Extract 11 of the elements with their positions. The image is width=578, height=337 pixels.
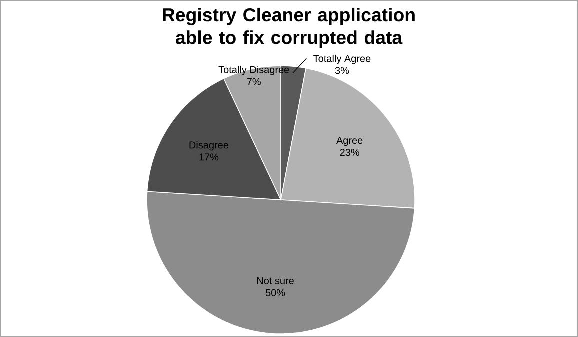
slice-label: Not sure (257, 277, 294, 284)
slice-label: Agree (336, 137, 363, 146)
slice-label: Disagree (190, 141, 229, 151)
slice-label: Totally Agree (314, 54, 371, 64)
data-label: 3% (335, 67, 350, 74)
data-label: 7% (247, 78, 261, 86)
data-label: 50% (266, 289, 286, 296)
slice-label: Totally Disagree (218, 66, 290, 76)
data-label: 23% (340, 149, 360, 156)
chart-title: Registry Cleaner application able to fix corrupted data (163, 8, 415, 48)
data-label: 17% (200, 154, 219, 161)
